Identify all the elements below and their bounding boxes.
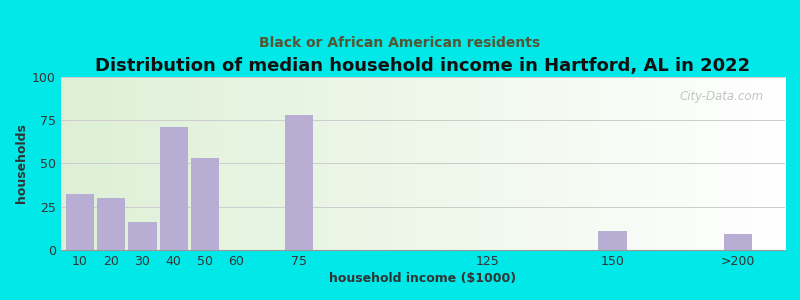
Title: Distribution of median household income in Hartford, AL in 2022: Distribution of median household income …: [95, 57, 750, 75]
Y-axis label: households: households: [15, 123, 28, 203]
Bar: [97, 198, 125, 250]
Bar: [285, 115, 314, 250]
Bar: [128, 222, 157, 250]
Bar: [191, 158, 219, 250]
Bar: [598, 231, 626, 250]
X-axis label: household income ($1000): household income ($1000): [330, 272, 517, 285]
Bar: [724, 234, 752, 250]
Bar: [66, 194, 94, 250]
Text: City-Data.com: City-Data.com: [679, 90, 763, 104]
Text: Black or African American residents: Black or African American residents: [259, 36, 541, 50]
Bar: [160, 127, 188, 250]
